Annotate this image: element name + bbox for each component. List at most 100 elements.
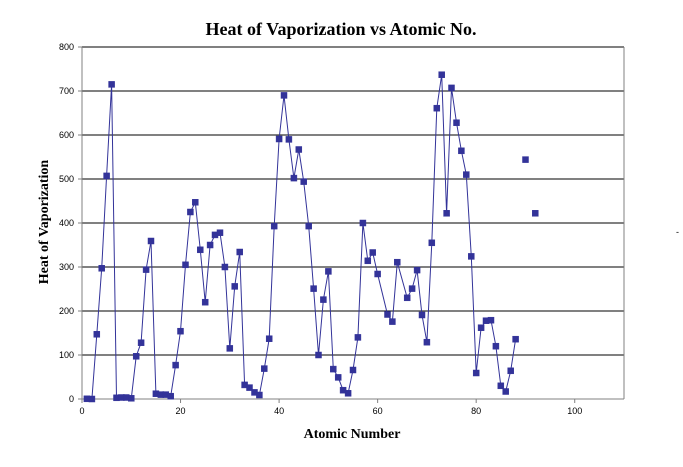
y-tick-label: 300 [59, 262, 74, 272]
data-point [458, 147, 465, 155]
data-point [147, 237, 155, 245]
data-point [374, 270, 381, 278]
data-point [132, 353, 140, 360]
data-point [137, 339, 145, 346]
data-point [201, 298, 209, 306]
data-point [315, 351, 322, 359]
data-point [187, 208, 194, 216]
y-tick-label: 100 [59, 350, 74, 360]
axes [78, 46, 625, 403]
y-axis-title: Heat of Vaporization [37, 160, 52, 285]
data-point [468, 253, 475, 260]
data-point [423, 338, 431, 346]
data-point [216, 229, 224, 236]
data-point [206, 241, 214, 249]
data-point [290, 174, 298, 182]
data-point [389, 318, 396, 325]
data-point [532, 210, 539, 217]
data-point [438, 71, 445, 78]
x-tick-label: 80 [471, 406, 481, 416]
data-point [305, 222, 312, 230]
data-point [344, 390, 352, 397]
y-tick-label: 0 [69, 394, 74, 404]
data-point [320, 296, 327, 303]
data-point [325, 268, 332, 275]
data-point [349, 366, 357, 374]
data-point [354, 334, 362, 341]
data-point [413, 266, 421, 274]
data-point [394, 258, 401, 266]
x-tick-label: 40 [274, 406, 284, 416]
x-tick-label: 0 [79, 406, 84, 416]
y-tick-label: 500 [59, 174, 74, 184]
data-point [128, 395, 135, 402]
data-point [492, 342, 500, 350]
data-point [300, 178, 307, 185]
data-point [221, 263, 229, 271]
data-point [497, 382, 505, 390]
data-point [453, 119, 460, 126]
data-point [334, 374, 342, 381]
data-point [408, 285, 416, 292]
data-point [359, 219, 367, 227]
y-tick-label: 700 [59, 86, 74, 96]
data-point [231, 283, 238, 290]
data-point [197, 246, 204, 254]
data-point [142, 266, 150, 273]
data-point [418, 311, 426, 319]
data-point [487, 316, 495, 324]
data-point [295, 146, 303, 153]
data-point [98, 265, 105, 272]
data-point [280, 92, 288, 99]
data-point [256, 391, 263, 399]
data-point [502, 388, 509, 395]
x-tick-label: 60 [373, 406, 383, 416]
data-point [270, 222, 278, 230]
data-point [364, 257, 372, 265]
y-tick-label: 600 [59, 130, 74, 140]
data-point [507, 367, 514, 375]
data-point [182, 261, 189, 269]
data-point [226, 345, 234, 352]
data-point [172, 361, 179, 369]
data-point [93, 331, 101, 338]
data-point [403, 294, 411, 302]
gridlines [82, 46, 624, 356]
data-point [285, 136, 293, 143]
tick-labels: 0 100 200 300 400 500 600 700 800 0 20 40 60 80 100 [59, 42, 582, 416]
data-point [463, 171, 470, 178]
chart-title: Heat of Vaporization vs Atomic No. [206, 19, 477, 39]
x-axis-title: Atomic Number [304, 427, 401, 442]
data-point [369, 249, 376, 256]
data-point [428, 239, 436, 247]
data-point [310, 285, 317, 292]
data-point [103, 172, 110, 180]
data-point [512, 335, 519, 343]
y-tick-label: 200 [59, 306, 74, 316]
y-tick-label: 400 [59, 218, 74, 228]
data-point [275, 135, 283, 143]
data-point [443, 210, 450, 217]
right-edge-mark: - [676, 227, 679, 237]
y-tick-label: 800 [59, 42, 74, 52]
data-point [261, 365, 268, 372]
data-point [384, 311, 391, 318]
data-point [265, 335, 273, 342]
data-point [472, 369, 480, 377]
data-point [192, 199, 199, 206]
data-point [522, 156, 529, 163]
data-point [108, 81, 115, 88]
data-point [330, 365, 337, 373]
data-point [177, 327, 184, 335]
data-point [448, 84, 455, 92]
x-tick-label: 20 [176, 406, 186, 416]
x-tick-label: 100 [567, 406, 582, 416]
data-point [88, 395, 96, 403]
data-series [83, 71, 539, 403]
series-line [86, 74, 517, 400]
data-point [246, 384, 253, 391]
data-point [236, 248, 243, 256]
data-point [477, 324, 485, 331]
